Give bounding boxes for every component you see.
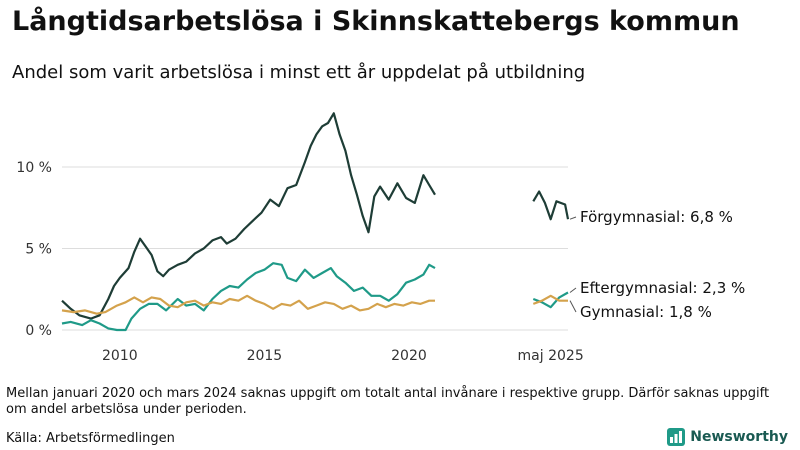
- series-line-gymnasial: [532, 294, 568, 305]
- line-chart: 0 % 5 % 10 % 2010 2015 2020 maj 2025 Förgymna…: [16, 112, 745, 364]
- x-tick-label: 2015: [247, 348, 283, 364]
- x-tick-label: 2010: [102, 348, 138, 364]
- y-tick-label: 5 %: [25, 242, 52, 258]
- series-line-eftergymnasial: [61, 262, 436, 332]
- chart-title: Långtidsarbetslösa i Skinnskattebergs ko…: [12, 6, 740, 37]
- x-tick-label: maj 2025: [518, 348, 584, 364]
- y-tick-label: 0 %: [25, 323, 52, 339]
- chart-subtitle: Andel som varit arbetslösa i minst ett å…: [12, 62, 586, 83]
- series-line-forgymnasial: [61, 112, 436, 320]
- series-label-forgymnasial: Förgymnasial: 6,8 %: [580, 208, 733, 226]
- label-leader: [569, 216, 577, 220]
- newsworthy-icon: [667, 428, 686, 446]
- brand-name: Newsworthy: [690, 429, 788, 445]
- series-lines: [61, 112, 570, 332]
- x-axis-ticks: 2010 2015 2020 maj 2025: [102, 348, 584, 364]
- y-tick-label: 10 %: [16, 160, 52, 176]
- x-tick-label: 2020: [391, 348, 427, 364]
- series-line-gymnasial: [61, 294, 435, 315]
- source-text: Källa: Arbetsförmedlingen: [6, 431, 175, 446]
- label-leader: [569, 287, 577, 293]
- series-end-labels: Förgymnasial: 6,8 % Eftergymnasial: 2,3 %…: [569, 208, 745, 321]
- series-label-eftergymnasial: Eftergymnasial: 2,3 %: [580, 279, 745, 297]
- brand-logo[interactable]: Newsworthy: [667, 428, 788, 446]
- label-leader: [569, 300, 577, 313]
- y-axis-ticks: 0 % 5 % 10 %: [16, 160, 52, 339]
- series-label-gymnasial: Gymnasial: 1,8 %: [580, 303, 712, 321]
- footnote: Mellan januari 2020 och mars 2024 saknas…: [6, 386, 770, 417]
- series-line-forgymnasial: [532, 190, 570, 221]
